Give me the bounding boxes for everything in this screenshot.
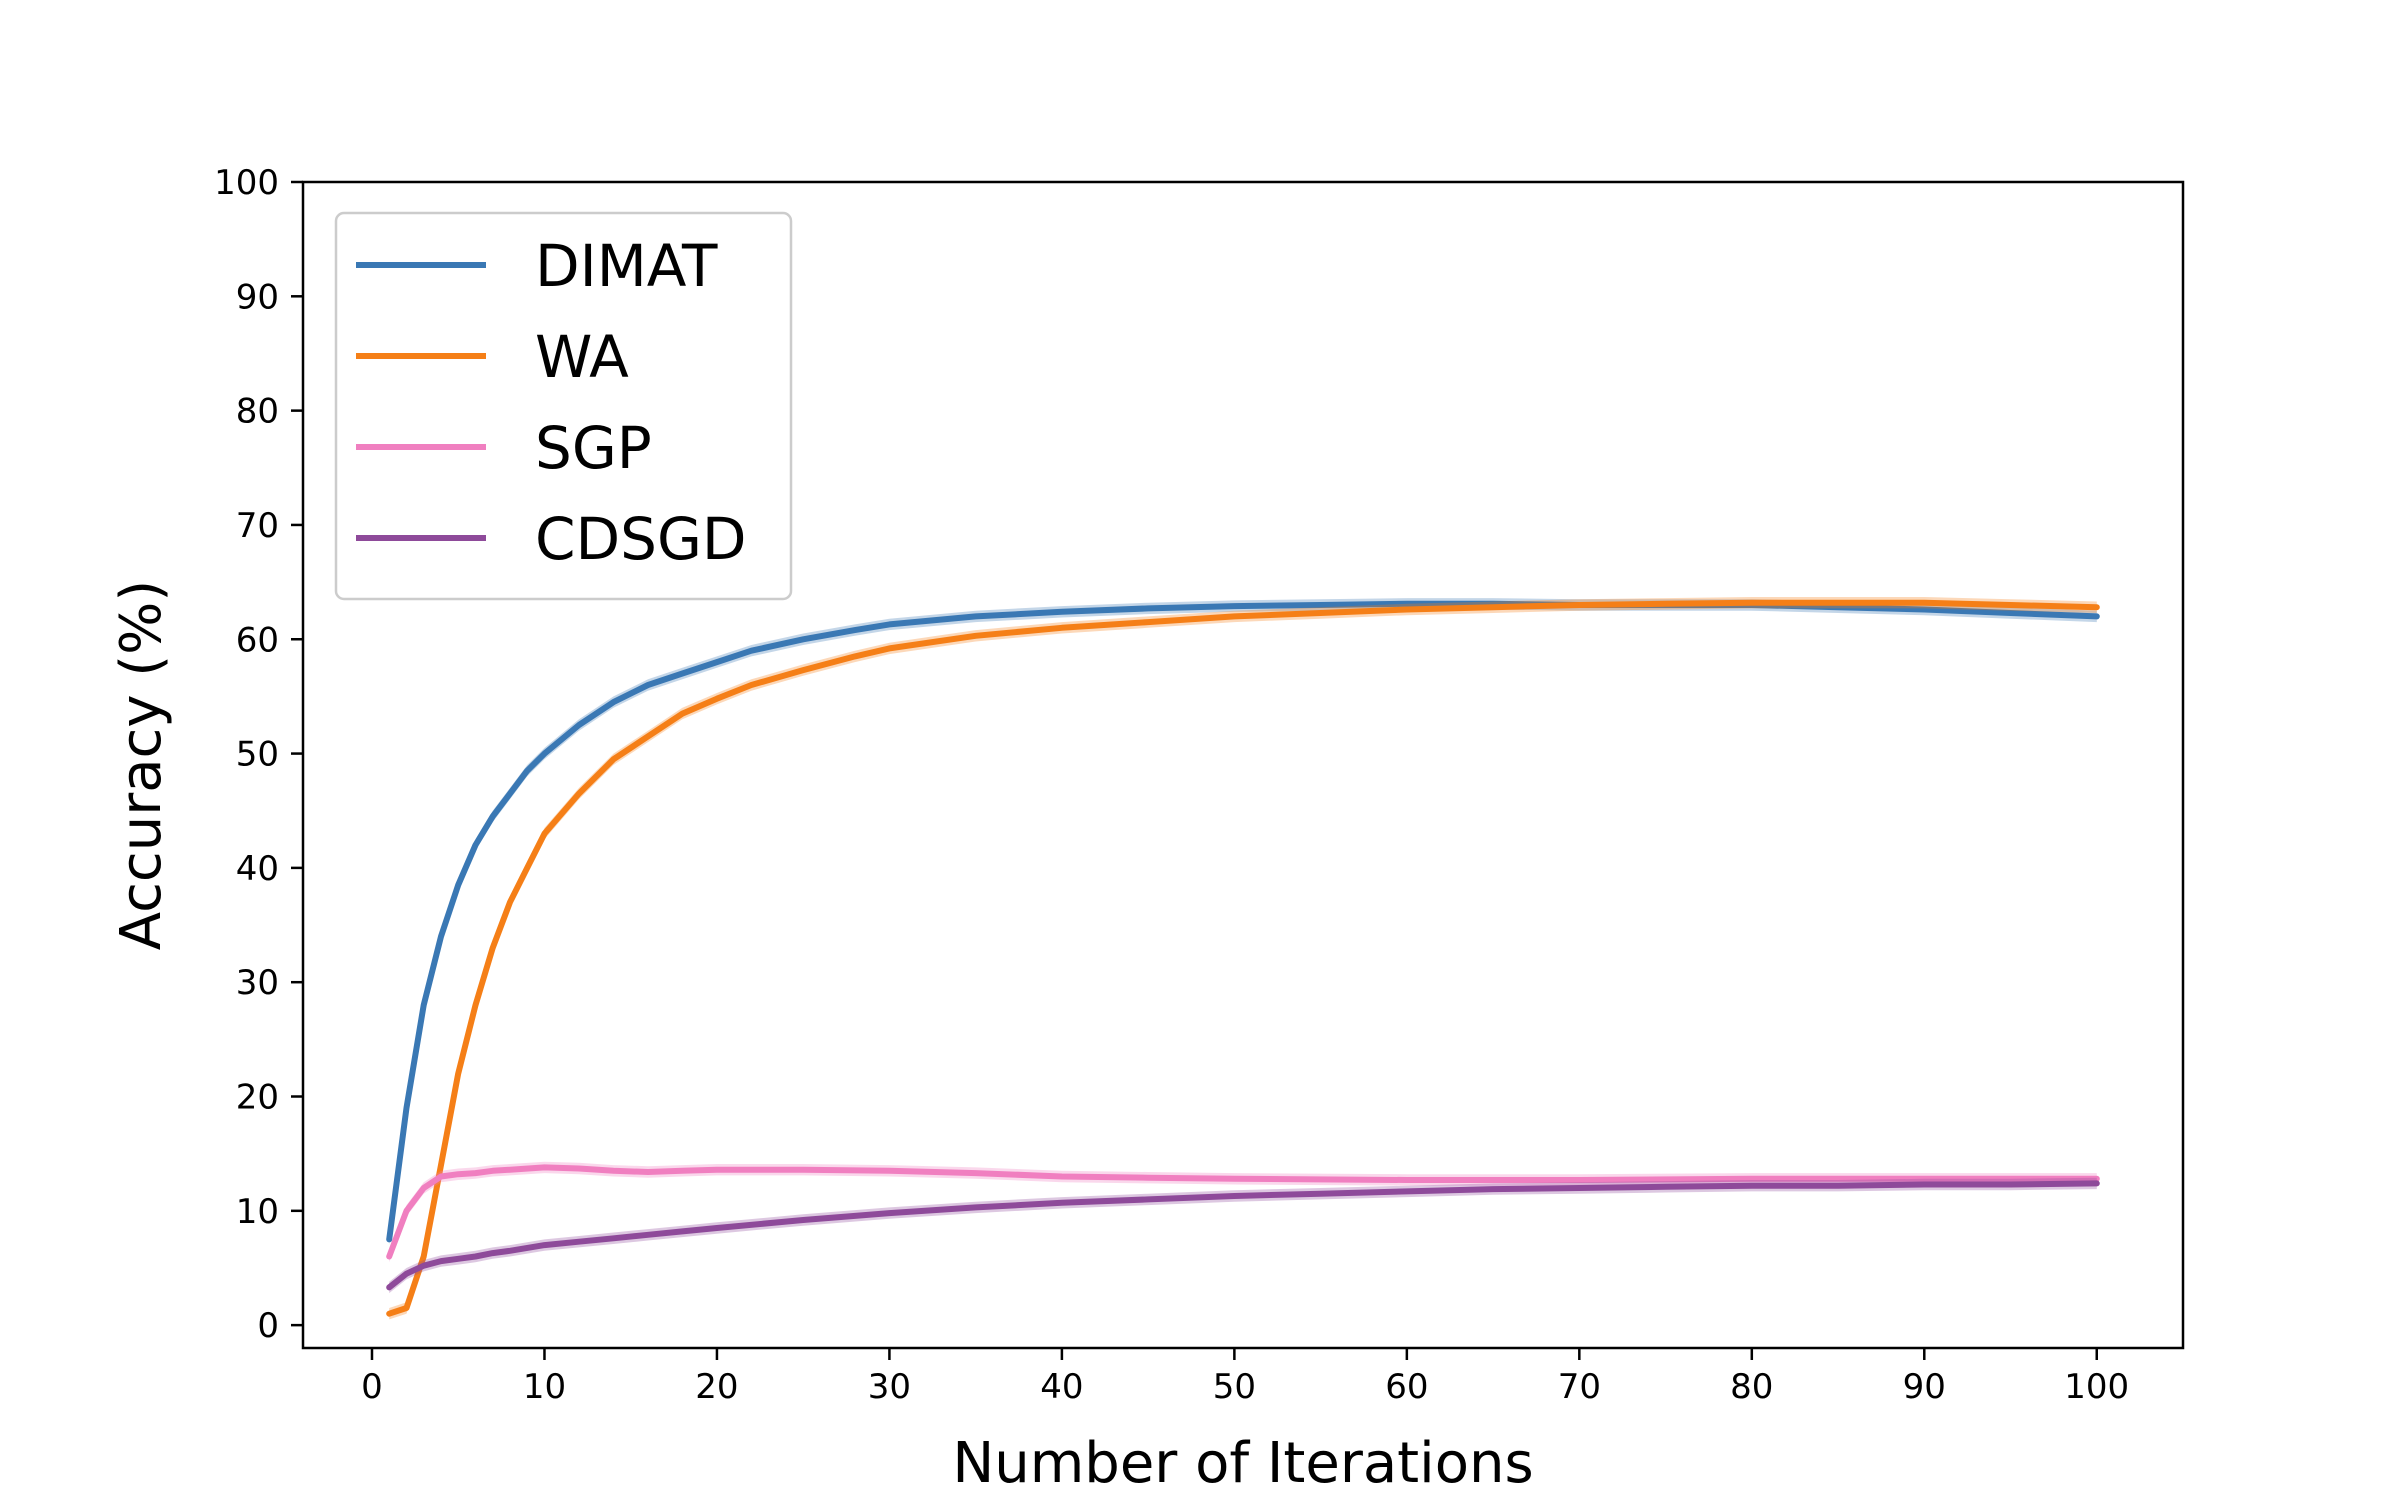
x-axis-label: Number of Iterations: [952, 1431, 1533, 1496]
y-tick-label: 80: [236, 392, 279, 432]
y-tick-label: 0: [257, 1306, 279, 1346]
legend-label-cdsgd: CDSGD: [535, 505, 747, 573]
legend-label-wa: WA: [535, 323, 629, 391]
x-tick-label: 40: [1040, 1367, 1083, 1407]
x-tick-label: 80: [1730, 1367, 1773, 1407]
y-tick-label: 10: [236, 1192, 279, 1232]
legend-label-dimat: DIMAT: [535, 232, 718, 300]
y-tick-label: 60: [236, 620, 279, 660]
x-tick-label: 50: [1213, 1367, 1256, 1407]
y-tick-label: 50: [236, 735, 279, 775]
y-tick-label: 40: [236, 849, 279, 889]
cdsgd-band: [389, 1177, 2097, 1294]
wa-line: [386, 599, 2100, 1317]
x-axis: 0 10 20 30 40 50 60 70 80 90 100: [361, 1348, 2129, 1407]
series-layer: [386, 597, 2100, 1320]
y-tick-label: 30: [236, 963, 279, 1003]
x-tick-label: 10: [523, 1367, 566, 1407]
x-tick-label: 30: [868, 1367, 911, 1407]
sgp-line: [386, 1164, 2100, 1260]
y-tick-label: 20: [236, 1078, 279, 1118]
x-tick-label: 60: [1385, 1367, 1428, 1407]
y-axis-label: Accuracy (%): [109, 580, 174, 950]
legend-label-sgp: SGP: [535, 414, 652, 482]
plot-frame: [301, 180, 2185, 1350]
y-tick-label: 90: [236, 277, 279, 317]
cdsgd-line: [386, 1180, 2100, 1291]
x-tick-label: 100: [2064, 1367, 2129, 1407]
x-tick-label: 0: [361, 1367, 383, 1407]
x-tick-label: 20: [695, 1367, 738, 1407]
legend: DIMAT WA SGP CDSGD: [334, 211, 793, 601]
legend-box: [334, 211, 793, 601]
x-tick-label: 90: [1903, 1367, 1946, 1407]
x-tick-label: 70: [1558, 1367, 1601, 1407]
y-axis: 0 10 20 30 40 50 60 70 80 90 100: [214, 163, 303, 1346]
y-tick-label: 70: [236, 506, 279, 546]
y-tick-label: 100: [214, 163, 279, 203]
